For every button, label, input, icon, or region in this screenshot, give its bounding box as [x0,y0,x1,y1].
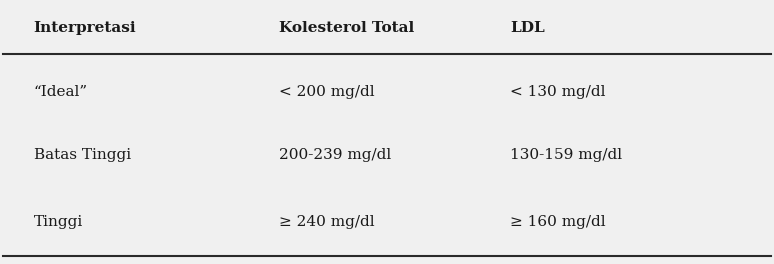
Text: < 130 mg/dl: < 130 mg/dl [510,86,605,100]
Text: Interpretasi: Interpretasi [33,21,136,35]
Text: Kolesterol Total: Kolesterol Total [279,21,415,35]
Text: 200-239 mg/dl: 200-239 mg/dl [279,148,392,162]
Text: Batas Tinggi: Batas Tinggi [33,148,131,162]
Text: “Ideal”: “Ideal” [33,86,87,100]
Text: 130-159 mg/dl: 130-159 mg/dl [510,148,622,162]
Text: ≥ 240 mg/dl: ≥ 240 mg/dl [279,215,375,229]
Text: < 200 mg/dl: < 200 mg/dl [279,86,375,100]
Text: LDL: LDL [510,21,545,35]
Text: ≥ 160 mg/dl: ≥ 160 mg/dl [510,215,605,229]
Text: Tinggi: Tinggi [33,215,83,229]
